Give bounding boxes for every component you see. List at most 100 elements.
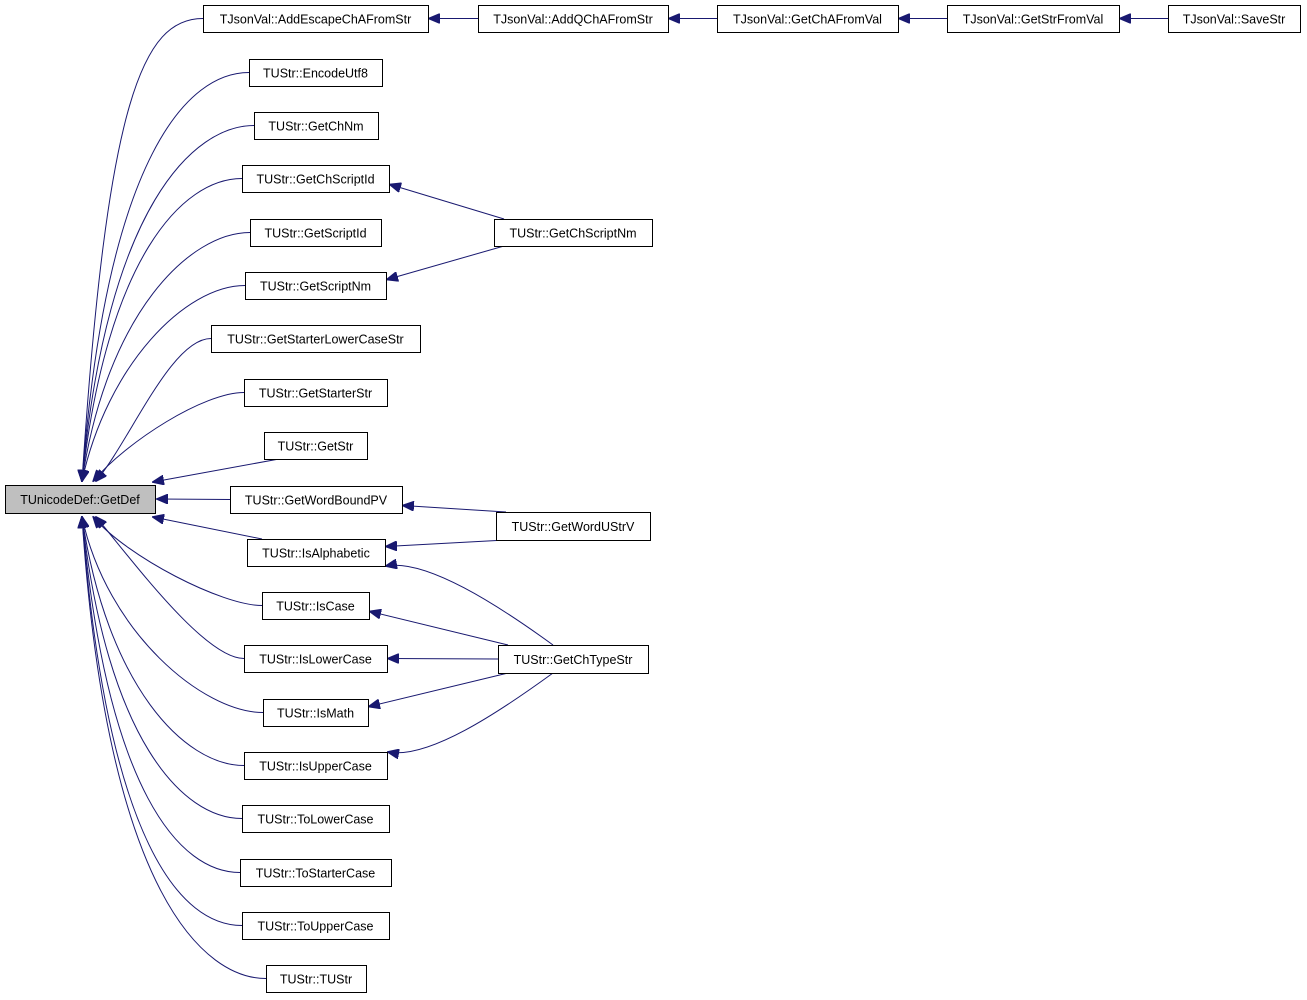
node-box: [5, 485, 156, 514]
edge-getwordustrv-to-getwordboundpv: [403, 506, 507, 513]
edge-tostarter-to-root: [82, 517, 241, 873]
graph-node[interactable]: TJsonVal::AddQChAFromStr: [478, 5, 669, 33]
node-label: TUStr::EncodeUtf8: [263, 67, 368, 81]
node-box: [230, 486, 403, 514]
graph-node[interactable]: TJsonVal::GetStrFromVal: [947, 5, 1120, 33]
node-label: TUStr::GetStr: [278, 440, 354, 454]
node-label: TUStr::IsAlphabetic: [262, 547, 370, 561]
node-box: [266, 965, 367, 993]
node-label: TUStr::GetChScriptId: [256, 173, 374, 187]
graph-node[interactable]: TJsonVal::GetChAFromVal: [717, 5, 899, 33]
edge-tolower-to-root: [82, 517, 243, 819]
node-box: [242, 912, 390, 940]
edge-getchscriptnm-to-getchscriptid: [390, 185, 505, 220]
node-label: TUStr::GetWordUStrV: [512, 520, 635, 534]
node-box: [262, 592, 370, 620]
graph-node[interactable]: TUStr::IsLowerCase: [244, 645, 388, 673]
node-box: [478, 5, 669, 33]
graph-node[interactable]: TUStr::ToUpperCase: [242, 912, 390, 940]
edge-getwordustrv-to-isalpha: [386, 539, 507, 547]
graph-node[interactable]: TUStr::IsUpperCase: [244, 752, 388, 780]
node-box: [264, 432, 368, 460]
edge-getscriptnm-to-root: [82, 285, 246, 482]
node-label: TJsonVal::AddEscapeChAFromStr: [220, 13, 412, 27]
edge-getchscriptid-to-root: [82, 178, 243, 482]
node-box: [494, 219, 653, 247]
node-label: TUStr::IsMath: [277, 707, 354, 721]
edge-isupper-to-root: [82, 517, 245, 766]
node-label: TUStr::GetScriptNm: [260, 280, 371, 294]
node-label: TUStr::GetStarterLowerCaseStr: [227, 333, 403, 347]
node-label: TUStr::TUStr: [280, 973, 352, 987]
node-label: TUStr::IsUpperCase: [259, 760, 372, 774]
graph-node[interactable]: TJsonVal::AddEscapeChAFromStr: [203, 5, 429, 33]
edge-getstr-to-root: [153, 458, 280, 482]
node-label: TJsonVal::AddQChAFromStr: [493, 13, 653, 27]
node-label: TJsonVal::SaveStr: [1183, 13, 1286, 27]
graph-node[interactable]: TUStr::EncodeUtf8: [249, 59, 383, 87]
node-box: [249, 59, 383, 87]
graph-node[interactable]: TUStr::GetChScriptId: [242, 165, 390, 193]
node-box: [244, 645, 388, 673]
edge-getchscriptnm-to-getscriptnm: [387, 245, 505, 280]
node-label: TUStr::GetChScriptNm: [509, 227, 636, 241]
graph-node[interactable]: TUStr::GetStr: [264, 432, 368, 460]
graph-node[interactable]: TUStr::GetStarterStr: [244, 379, 388, 407]
node-label: TUStr::GetChTypeStr: [514, 653, 633, 667]
edge-addesc-to-root: [82, 18, 204, 482]
graph-node[interactable]: TUStr::IsAlphabetic: [247, 539, 386, 567]
node-label: TJsonVal::GetChAFromVal: [733, 13, 882, 27]
graph-node[interactable]: TJsonVal::SaveStr: [1168, 5, 1301, 33]
graph-node[interactable]: TUStr::GetScriptId: [250, 219, 382, 247]
graph-node[interactable]: TUStr::GetChTypeStr: [498, 645, 649, 674]
node-label: TUStr::GetStarterStr: [259, 387, 372, 401]
graph-node[interactable]: TUStr::ToLowerCase: [242, 805, 390, 833]
node-box: [240, 859, 392, 887]
node-label: TUnicodeDef::GetDef: [20, 493, 140, 507]
node-label: TJsonVal::GetStrFromVal: [963, 13, 1104, 27]
graph-node[interactable]: TUStr::GetStarterLowerCaseStr: [211, 325, 421, 353]
edge-getchtypestr-to-iscase: [370, 612, 509, 646]
graph-node[interactable]: TUStr::ToStarterCase: [240, 859, 392, 887]
node-box: [245, 272, 387, 300]
node-label: TUStr::ToUpperCase: [257, 920, 373, 934]
graph-node[interactable]: TUStr::GetScriptNm: [245, 272, 387, 300]
node-box: [496, 512, 651, 541]
node-label: TUStr::GetChNm: [268, 120, 363, 134]
node-label: TUStr::GetWordBoundPV: [245, 494, 388, 508]
node-box: [1168, 5, 1301, 33]
edge-getchtypestr-to-islower: [388, 659, 499, 660]
node-label: TUStr::ToStarterCase: [256, 867, 376, 881]
edge-getchtypestr-to-ismath: [369, 672, 509, 707]
edge-isalpha-to-root: [153, 517, 263, 540]
root-node[interactable]: TUnicodeDef::GetDef: [5, 485, 156, 514]
graph-node[interactable]: TUStr::GetWordBoundPV: [230, 486, 403, 514]
node-label: TUStr::IsLowerCase: [259, 653, 372, 667]
node-box: [250, 219, 382, 247]
node-box: [247, 539, 386, 567]
edge-getchnm-to-root: [82, 125, 255, 482]
node-box: [242, 165, 390, 193]
node-box: [244, 752, 388, 780]
edge-getstarterstr-to-root: [93, 392, 245, 482]
node-box: [263, 699, 369, 727]
graph-node[interactable]: TUStr::IsMath: [263, 699, 369, 727]
node-box: [242, 805, 390, 833]
node-label: TUStr::GetScriptId: [264, 227, 366, 241]
edge-tustr-to-root: [82, 517, 267, 979]
node-box: [947, 5, 1120, 33]
node-box: [254, 112, 379, 140]
graph-node[interactable]: TUStr::IsCase: [262, 592, 370, 620]
graph-node[interactable]: TUStr::TUStr: [266, 965, 367, 993]
node-box: [717, 5, 899, 33]
edge-getwordboundpv-to-root: [157, 499, 231, 500]
node-box: [244, 379, 388, 407]
edge-iscase-to-root: [93, 517, 263, 606]
edge-getchtypestr-to-isupper: [388, 672, 554, 753]
edge-getchtypestr-to-isalpha: [386, 565, 554, 646]
graph-node[interactable]: TUStr::GetWordUStrV: [496, 512, 651, 541]
graph-node[interactable]: TUStr::GetChScriptNm: [494, 219, 653, 247]
graph-node[interactable]: TUStr::GetChNm: [254, 112, 379, 140]
node-box: [203, 5, 429, 33]
